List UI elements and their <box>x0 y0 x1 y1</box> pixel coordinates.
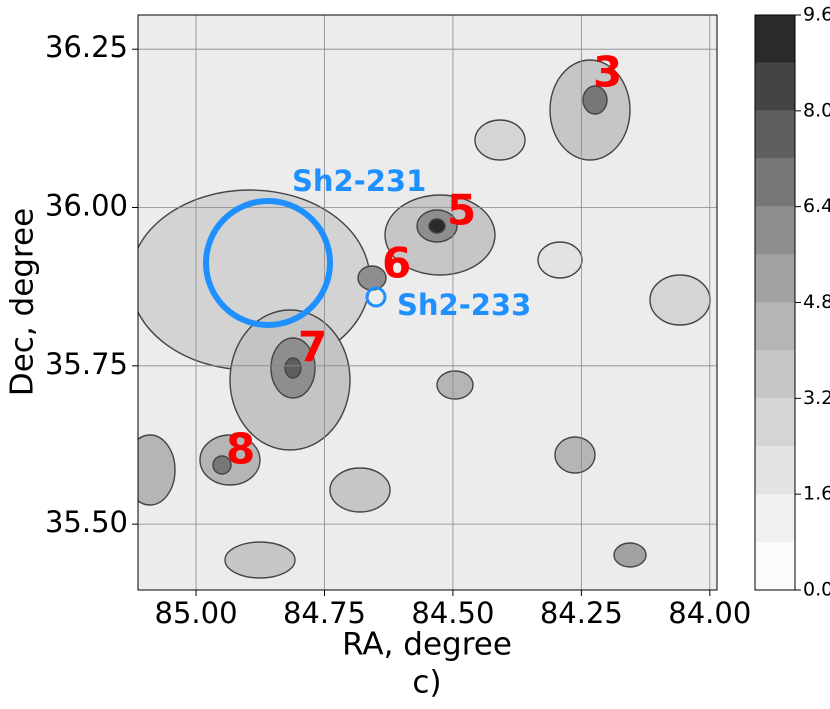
x-tick-label: 84.00 <box>668 596 751 630</box>
annotation: 8 <box>226 425 255 474</box>
colorbar-band <box>755 206 795 255</box>
x-tick-label: 84.75 <box>283 596 366 630</box>
colorbar-band <box>755 62 795 111</box>
colorbar-tick-label: 9.6 <box>803 4 830 26</box>
colorbar-band <box>755 15 795 63</box>
caption: c) <box>412 665 441 701</box>
colorbar-band <box>755 302 795 351</box>
colorbar-tick-label: 1.6 <box>803 483 830 505</box>
y-axis-label: Dec, degree <box>5 208 41 396</box>
colorbar-band <box>755 254 795 303</box>
region-label: Sh2-231 <box>292 164 426 198</box>
x-tick-label: 84.25 <box>540 596 623 630</box>
x-tick-label: 84.50 <box>411 596 494 630</box>
colorbar-band <box>755 494 795 543</box>
colorbar-band <box>755 446 795 495</box>
annotation: 3 <box>593 48 622 97</box>
y-tick-label: 36.00 <box>45 189 128 223</box>
x-axis-label: RA, degree <box>342 627 512 663</box>
colorbar-tick-label: 8.0 <box>803 99 830 121</box>
region-circle <box>365 286 387 308</box>
y-tick-label: 35.50 <box>45 505 128 539</box>
plot-frame <box>137 14 718 591</box>
colorbar-band <box>755 350 795 399</box>
region-circle <box>203 198 333 328</box>
colorbar-tick-label: 0.0 <box>803 579 830 601</box>
annotation: 7 <box>298 323 327 372</box>
colorbar-band <box>755 398 795 447</box>
colorbar-tick-label: 6.4 <box>803 195 830 217</box>
annotation: 6 <box>382 239 411 288</box>
annotation: 5 <box>447 186 476 235</box>
colorbar-band <box>755 110 795 159</box>
y-tick-label: 35.75 <box>45 347 128 381</box>
y-tick-label: 36.25 <box>45 30 128 64</box>
x-tick-label: 85.00 <box>155 596 238 630</box>
colorbar-band <box>755 542 795 590</box>
region-label: Sh2-233 <box>397 288 531 322</box>
colorbar-band <box>755 158 795 207</box>
colorbar-tick-label: 4.8 <box>803 291 830 313</box>
colorbar-tick-label: 3.2 <box>803 387 830 409</box>
